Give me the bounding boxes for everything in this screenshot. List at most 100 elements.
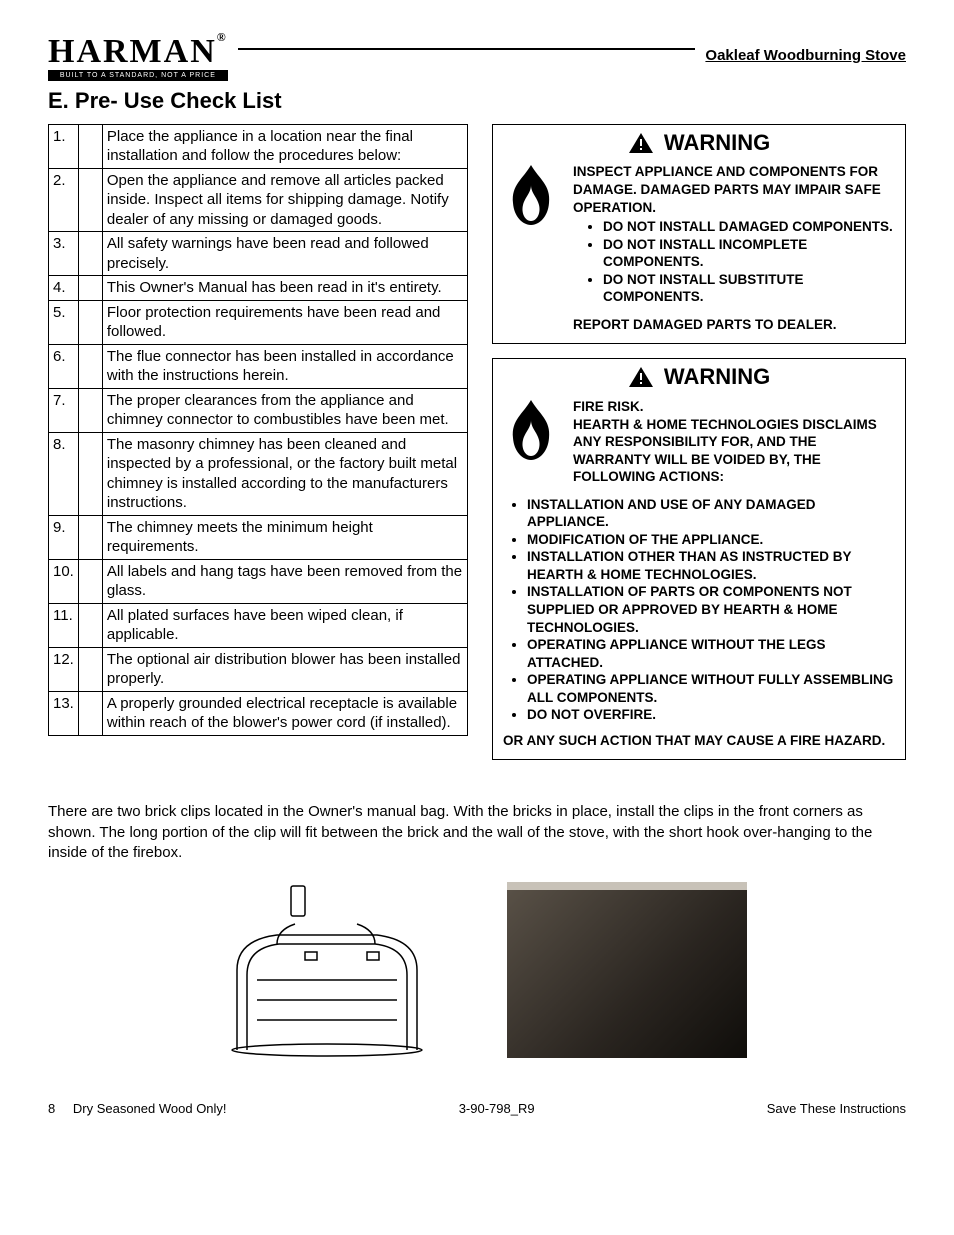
checklist-number: 10. bbox=[49, 559, 79, 603]
checklist-column: 1. Place the appliance in a location nea… bbox=[48, 124, 468, 775]
checklist-text: Place the appliance in a location near t… bbox=[102, 124, 467, 168]
checklist-checkbox bbox=[78, 691, 102, 735]
page-header: HARMAN® BUILT TO A STANDARD, NOT A PRICE… bbox=[48, 30, 906, 81]
warning2-text: FIRE RISK. HEARTH & HOME TECHNOLOGIES DI… bbox=[573, 398, 895, 486]
warning-title-text-1: WARNING bbox=[664, 130, 770, 155]
checklist-text: The proper clearances from the appliance… bbox=[102, 388, 467, 432]
table-row: 4. This Owner's Manual has been read in … bbox=[49, 276, 468, 301]
checklist-number: 11. bbox=[49, 603, 79, 647]
page-footer: 8 Dry Seasoned Wood Only! 3-90-798_R9 Sa… bbox=[48, 1101, 906, 1118]
figures-row bbox=[48, 875, 906, 1065]
warning1-lead: INSPECT APPLIANCE AND COMPONENTS FOR DAM… bbox=[573, 163, 895, 216]
warning1-text: INSPECT APPLIANCE AND COMPONENTS FOR DAM… bbox=[573, 163, 895, 333]
brand-logo: HARMAN® bbox=[48, 30, 228, 74]
warning1-bullets: DO NOT INSTALL DAMAGED COMPONENTS.DO NOT… bbox=[573, 218, 895, 306]
list-item: OPERATING APPLIANCE WITHOUT THE LEGS ATT… bbox=[527, 636, 895, 671]
warning-triangle-icon bbox=[628, 132, 654, 154]
list-item: DO NOT INSTALL SUBSTITUTE COMPONENTS. bbox=[603, 271, 895, 306]
checklist-checkbox bbox=[78, 647, 102, 691]
checklist-number: 4. bbox=[49, 276, 79, 301]
table-row: 10. All labels and hang tags have been r… bbox=[49, 559, 468, 603]
table-row: 5. Floor protection requirements have be… bbox=[49, 300, 468, 344]
table-row: 13. A properly grounded electrical recep… bbox=[49, 691, 468, 735]
warning2-lead: FIRE RISK. bbox=[573, 398, 895, 416]
warning2-sub: HEARTH & HOME TECHNOLOGIES DISCLAIMS ANY… bbox=[573, 416, 895, 486]
warning-box-1: WARNING INSPECT APPLIANCE AND COMPONENTS… bbox=[492, 124, 906, 345]
checklist-number: 5. bbox=[49, 300, 79, 344]
footer-left: 8 Dry Seasoned Wood Only! bbox=[48, 1101, 227, 1118]
footer-right-text: Save These Instructions bbox=[767, 1101, 906, 1118]
checklist-table: 1. Place the appliance in a location nea… bbox=[48, 124, 468, 736]
table-row: 3. All safety warnings have been read an… bbox=[49, 232, 468, 276]
figure-line-drawing bbox=[207, 875, 447, 1065]
checklist-checkbox bbox=[78, 232, 102, 276]
checklist-number: 3. bbox=[49, 232, 79, 276]
checklist-text: The masonry chimney has been cleaned and… bbox=[102, 432, 467, 515]
checklist-checkbox bbox=[78, 276, 102, 301]
checklist-number: 8. bbox=[49, 432, 79, 515]
checklist-text: The optional air distribution blower has… bbox=[102, 647, 467, 691]
warning2-bullets: INSTALLATION AND USE OF ANY DAMAGED APPL… bbox=[503, 496, 895, 724]
list-item: DO NOT INSTALL DAMAGED COMPONENTS. bbox=[603, 218, 895, 236]
section-title: E. Pre- Use Check List bbox=[48, 87, 906, 116]
list-item: INSTALLATION OTHER THAN AS INSTRUCTED BY… bbox=[527, 548, 895, 583]
checklist-number: 12. bbox=[49, 647, 79, 691]
warning1-tail: REPORT DAMAGED PARTS TO DEALER. bbox=[573, 316, 895, 334]
table-row: 9. The chimney meets the minimum height … bbox=[49, 515, 468, 559]
footer-left-text: Dry Seasoned Wood Only! bbox=[73, 1101, 227, 1116]
table-row: 2. Open the appliance and remove all art… bbox=[49, 168, 468, 232]
warning-title-1: WARNING bbox=[493, 125, 905, 164]
checklist-number: 2. bbox=[49, 168, 79, 232]
warning-triangle-icon bbox=[628, 366, 654, 388]
checklist-checkbox bbox=[78, 344, 102, 388]
checklist-text: A properly grounded electrical receptacl… bbox=[102, 691, 467, 735]
checklist-number: 1. bbox=[49, 124, 79, 168]
page-number: 8 bbox=[48, 1101, 55, 1116]
warnings-column: WARNING INSPECT APPLIANCE AND COMPONENTS… bbox=[492, 124, 906, 775]
content-columns: 1. Place the appliance in a location nea… bbox=[48, 124, 906, 775]
checklist-text: This Owner's Manual has been read in it'… bbox=[102, 276, 467, 301]
product-title: Oakleaf Woodburning Stove bbox=[705, 46, 906, 66]
footer-center-text: 3-90-798_R9 bbox=[459, 1101, 535, 1118]
checklist-text: All labels and hang tags have been remov… bbox=[102, 559, 467, 603]
flame-icon bbox=[503, 163, 563, 234]
checklist-text: All safety warnings have been read and f… bbox=[102, 232, 467, 276]
checklist-number: 13. bbox=[49, 691, 79, 735]
checklist-checkbox bbox=[78, 603, 102, 647]
table-row: 12. The optional air distribution blower… bbox=[49, 647, 468, 691]
checklist-text: All plated surfaces have been wiped clea… bbox=[102, 603, 467, 647]
checklist-number: 6. bbox=[49, 344, 79, 388]
list-item: INSTALLATION AND USE OF ANY DAMAGED APPL… bbox=[527, 496, 895, 531]
warning2-tail: OR ANY SUCH ACTION THAT MAY CAUSE A FIRE… bbox=[503, 732, 895, 750]
brand-text: HARMAN bbox=[48, 33, 217, 70]
warning-title-text-2: WARNING bbox=[664, 364, 770, 389]
checklist-text: The flue connector has been installed in… bbox=[102, 344, 467, 388]
flame-icon bbox=[503, 398, 563, 469]
brand-block: HARMAN® BUILT TO A STANDARD, NOT A PRICE bbox=[48, 30, 228, 81]
checklist-text: Open the appliance and remove all articl… bbox=[102, 168, 467, 232]
warning-title-2: WARNING bbox=[493, 359, 905, 398]
checklist-checkbox bbox=[78, 432, 102, 515]
checklist-checkbox bbox=[78, 124, 102, 168]
checklist-checkbox bbox=[78, 388, 102, 432]
table-row: 11. All plated surfaces have been wiped … bbox=[49, 603, 468, 647]
figure-photo bbox=[507, 875, 747, 1065]
header-rule bbox=[238, 48, 696, 50]
list-item: DO NOT OVERFIRE. bbox=[527, 706, 895, 724]
checklist-number: 7. bbox=[49, 388, 79, 432]
table-row: 6. The flue connector has been installed… bbox=[49, 344, 468, 388]
list-item: MODIFICATION OF THE APPLIANCE. bbox=[527, 531, 895, 549]
checklist-checkbox bbox=[78, 515, 102, 559]
checklist-number: 9. bbox=[49, 515, 79, 559]
list-item: DO NOT INSTALL INCOMPLETE COMPONENTS. bbox=[603, 236, 895, 271]
brand-reg: ® bbox=[217, 30, 228, 44]
checklist-checkbox bbox=[78, 559, 102, 603]
checklist-checkbox bbox=[78, 300, 102, 344]
warning-box-2: WARNING FIRE RISK. HEARTH & HOME TECHNOL… bbox=[492, 358, 906, 760]
list-item: OPERATING APPLIANCE WITHOUT FULLY ASSEMB… bbox=[527, 671, 895, 706]
list-item: INSTALLATION OF PARTS OR COMPONENTS NOT … bbox=[527, 583, 895, 636]
checklist-text: The chimney meets the minimum height req… bbox=[102, 515, 467, 559]
table-row: 7. The proper clearances from the applia… bbox=[49, 388, 468, 432]
checklist-checkbox bbox=[78, 168, 102, 232]
brick-clip-note: There are two brick clips located in the… bbox=[48, 802, 906, 863]
